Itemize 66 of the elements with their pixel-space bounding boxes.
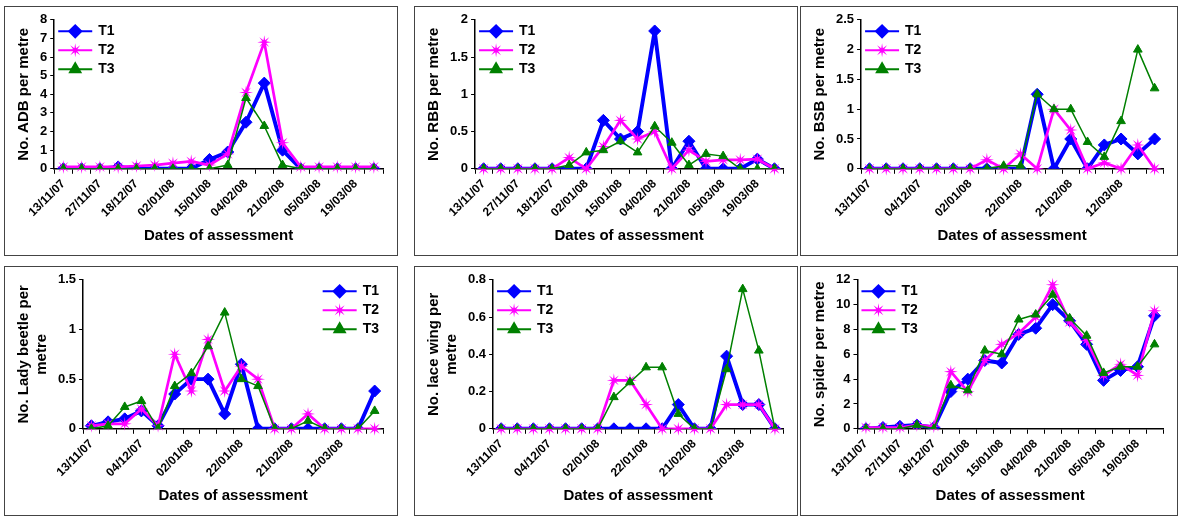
y-tick-label: 1.5 xyxy=(57,271,77,287)
y-tick-label: 0.2 xyxy=(467,383,487,399)
y-tick-label: 0.6 xyxy=(467,308,487,324)
y-tick-label: 2.5 xyxy=(835,11,855,27)
x-axis-title: Dates of assessment xyxy=(158,486,308,504)
y-tick-label: 1 xyxy=(68,321,77,337)
y-axis-title: No. lace wing per metre xyxy=(424,292,460,416)
y-tick-label: 12 xyxy=(835,271,851,287)
y-axis-title: No. spider per metre xyxy=(810,281,828,428)
y-tick-label: 2 xyxy=(843,395,851,411)
legend-label: T1 xyxy=(905,22,922,39)
x-axis-title: Dates of assessment xyxy=(143,226,294,244)
y-axis-title: No. BSB per metre xyxy=(810,28,828,161)
y-tick-label: 6 xyxy=(843,345,851,361)
y-tick-label: 10 xyxy=(835,296,851,312)
y-tick-label: 0.8 xyxy=(467,271,487,287)
y-tick-label: 0.5 xyxy=(835,130,855,146)
legend-label: T1 xyxy=(537,282,554,299)
y-tick-label: 0 xyxy=(846,160,855,176)
x-axis-title: Dates of assessment xyxy=(935,486,1085,504)
y-tick-label: 4 xyxy=(40,85,48,101)
y-tick-label: 2 xyxy=(460,11,469,27)
y-tick-label: 0 xyxy=(460,160,469,176)
y-tick-label: 1 xyxy=(846,100,855,116)
y-tick-label: 0.4 xyxy=(467,345,487,361)
y-tick-label: 7 xyxy=(40,30,48,45)
legend-label: T2 xyxy=(362,301,380,318)
x-axis-title: Dates of assessment xyxy=(554,226,704,244)
y-tick-label: 1.5 xyxy=(449,48,469,64)
legend-label: T3 xyxy=(905,60,922,77)
y-axis-title: No. Lady beetle per metre xyxy=(14,284,50,424)
y-tick-label: 0 xyxy=(843,420,851,436)
y-tick-label: 0.5 xyxy=(57,370,77,386)
y-tick-label: 0.5 xyxy=(449,123,469,139)
legend-label: T2 xyxy=(905,41,922,58)
legend-label: T2 xyxy=(537,301,554,318)
y-axis-title: No. RBB per metre xyxy=(424,27,442,161)
legend-label: T2 xyxy=(901,301,919,318)
legend-label: T3 xyxy=(98,60,115,77)
legend-label: T3 xyxy=(362,320,380,337)
y-tick-label: 4 xyxy=(843,370,852,386)
y-tick-label: 0 xyxy=(478,420,487,436)
legend-label: T3 xyxy=(537,320,554,337)
x-axis-title: Dates of assessment xyxy=(563,486,713,504)
legend-label: T3 xyxy=(901,320,919,337)
legend-label: T2 xyxy=(98,41,115,58)
y-tick-label: 5 xyxy=(40,67,48,83)
legend-label: T1 xyxy=(98,22,115,39)
y-axis-title: No. ADB per metre xyxy=(14,27,32,161)
y-tick-label: 1.5 xyxy=(835,70,855,86)
legend-label: T1 xyxy=(362,282,380,299)
y-tick-label: 1 xyxy=(40,141,48,157)
y-tick-label: 0 xyxy=(68,420,77,436)
y-tick-label: 8 xyxy=(40,11,48,27)
y-tick-label: 0 xyxy=(40,160,48,176)
x-axis-title: Dates of assessment xyxy=(937,226,1087,244)
legend-label: T1 xyxy=(901,282,919,299)
legend-label: T1 xyxy=(519,22,536,39)
y-tick-label: 2 xyxy=(40,123,48,139)
legend-label: T3 xyxy=(519,60,536,77)
y-tick-label: 1 xyxy=(460,85,469,101)
y-tick-label: 8 xyxy=(843,321,851,337)
y-tick-label: 3 xyxy=(40,104,48,120)
legend-label: T2 xyxy=(519,41,536,58)
y-tick-label: 6 xyxy=(40,48,48,64)
y-tick-label: 2 xyxy=(846,41,855,57)
